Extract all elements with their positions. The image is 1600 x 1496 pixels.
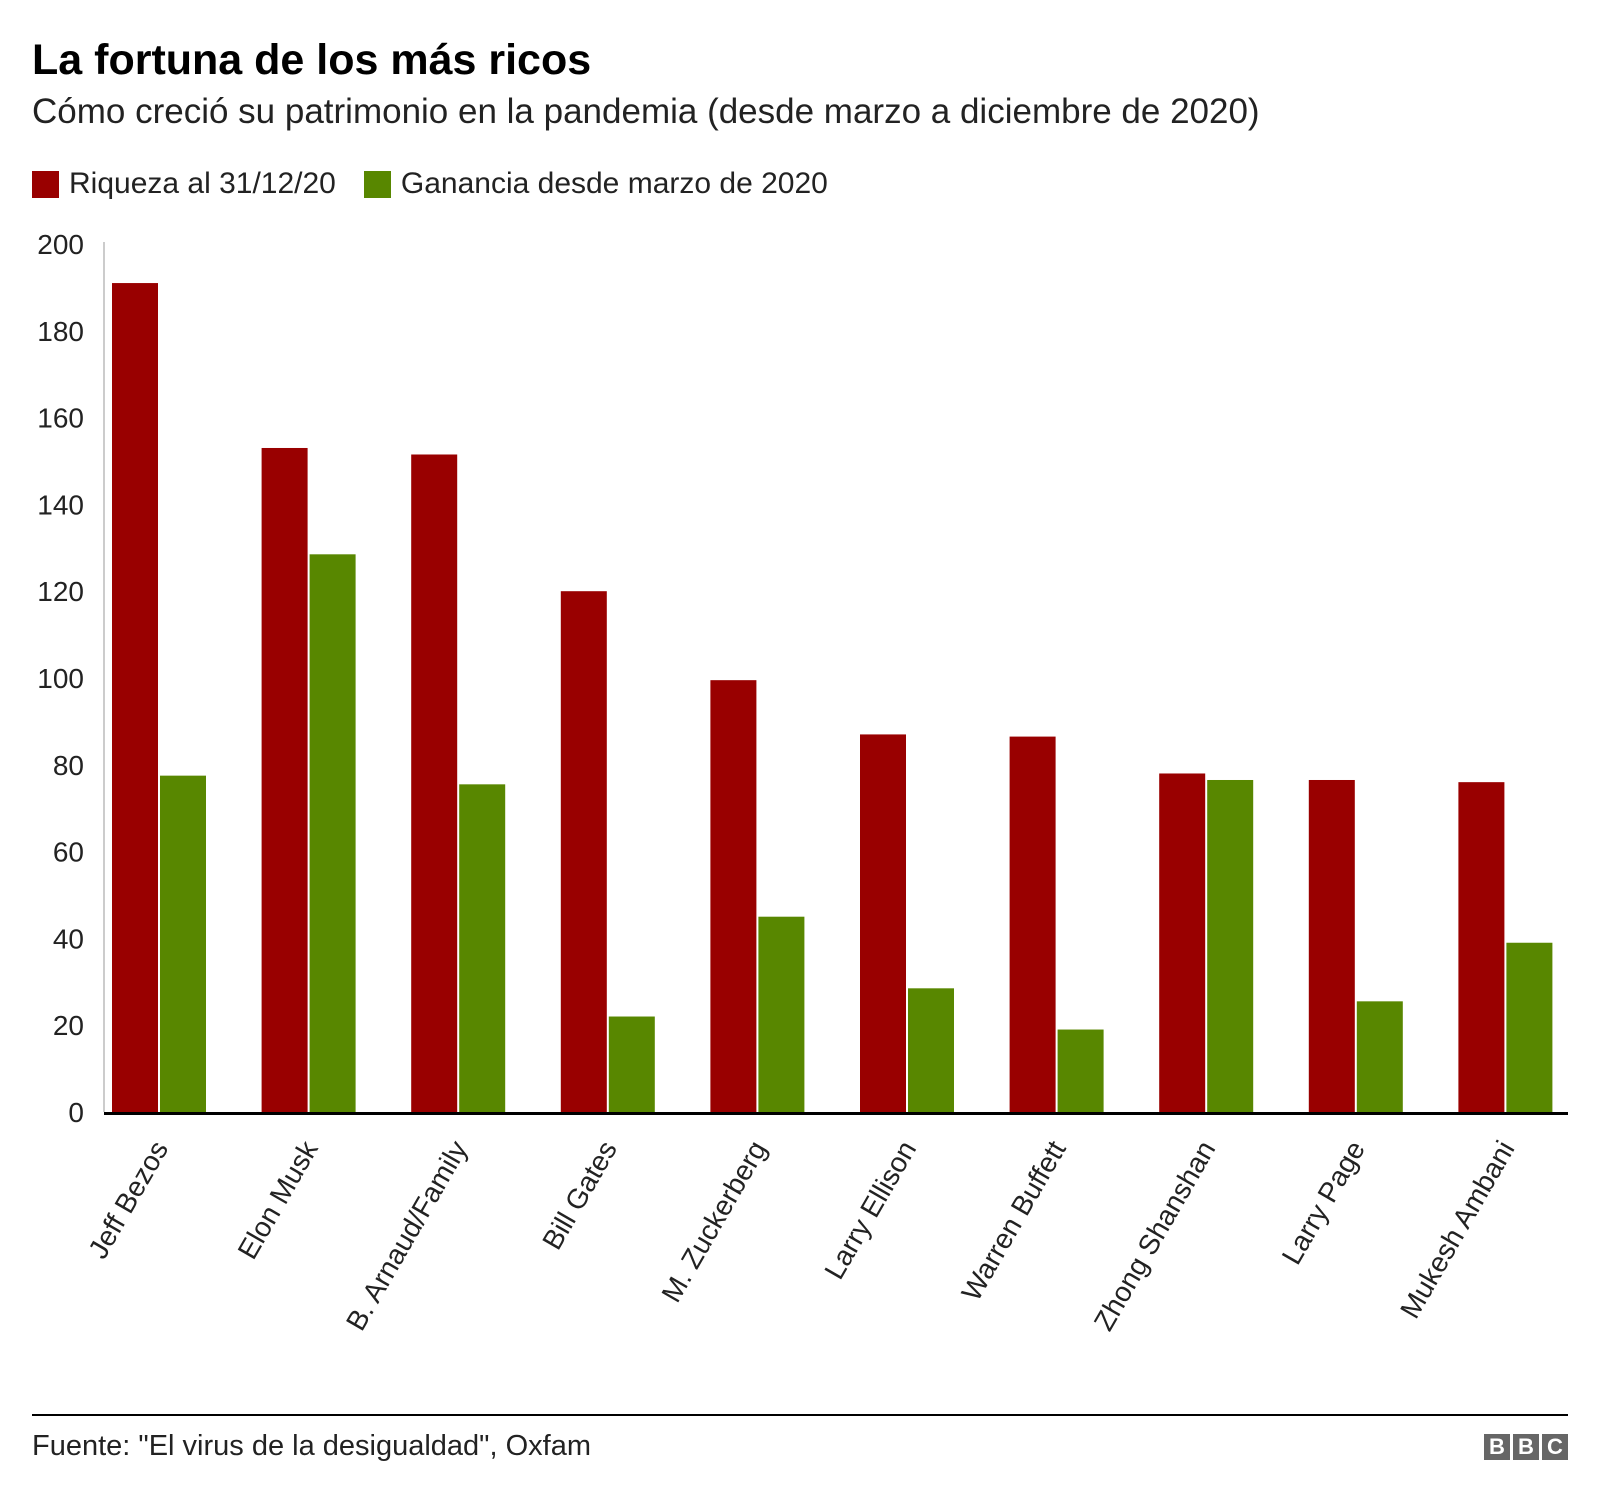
y-axis: 0 20 40 60 80 100 120 140 160 180 200 [37, 229, 105, 1128]
bar-wealth [112, 283, 158, 1112]
legend-label-gain: Ganancia desde marzo de 2020 [400, 167, 828, 200]
y-tick-label: 140 [37, 489, 84, 520]
legend-swatch-wealth [32, 170, 59, 198]
bar-gain [1057, 1029, 1104, 1112]
y-tick-label: 160 [37, 403, 84, 434]
x-tick-label: Elon Musk [232, 1135, 325, 1265]
y-tick-label: 0 [68, 1097, 84, 1128]
bar-gain [1207, 779, 1254, 1112]
y-tick-label: 120 [37, 576, 84, 607]
y-tick-label: 100 [37, 663, 84, 694]
x-axis: Jeff Bezos Elon Musk B. Arnaud/Family Bill … [82, 1112, 1568, 1336]
bar-wealth [1458, 782, 1505, 1112]
x-tick-label: Warren Buffett [955, 1135, 1071, 1306]
x-tick-label: Larry Ellison [818, 1136, 922, 1285]
bar-wealth [860, 734, 906, 1112]
bar-wealth [1159, 773, 1206, 1112]
legend-item-wealth: Riqueza al 31/12/20 [32, 167, 336, 201]
chart-subtitle: Cómo creció su patrimonio en la pandemia… [32, 92, 1260, 131]
x-tick-label: M. Zuckerberg [655, 1136, 772, 1308]
bar-gain [908, 988, 954, 1112]
logo-letter: B [1484, 1434, 1510, 1460]
y-tick-label: 40 [53, 923, 84, 954]
legend-label-wealth: Riqueza al 31/12/20 [69, 167, 336, 200]
bar-gain [160, 775, 206, 1112]
legend-item-gain: Ganancia desde marzo de 2020 [363, 167, 828, 201]
x-tick-label: Jeff Bezos [82, 1136, 174, 1264]
bar-gain [608, 1016, 655, 1112]
x-tick-label: Mukesh Ambani [1394, 1136, 1520, 1324]
y-tick-label: 80 [53, 750, 84, 781]
bar-wealth [261, 447, 308, 1112]
y-tick-label: 180 [37, 316, 84, 347]
bar-wealth [1308, 779, 1355, 1112]
bar-gain [459, 784, 506, 1112]
bar-wealth [1009, 736, 1056, 1112]
bar-gain [1356, 1001, 1403, 1112]
bars [112, 283, 1553, 1112]
legend-swatch-gain [363, 170, 391, 198]
y-tick-label: 200 [37, 229, 84, 260]
bar-wealth [411, 454, 458, 1112]
chart-title: La fortuna de los más ricos [32, 36, 592, 84]
footer-divider [32, 1414, 1568, 1416]
x-tick-label: Larry Page [1276, 1136, 1371, 1270]
bar-gain [1506, 942, 1553, 1112]
bbc-logo: B B C [1484, 1434, 1568, 1460]
bar-wealth [560, 591, 607, 1112]
legend: Riqueza al 31/12/20 Ganancia desde marzo… [32, 164, 856, 204]
bar-gain [758, 916, 805, 1112]
x-tick-label: Bill Gates [536, 1136, 623, 1255]
y-tick-label: 60 [53, 837, 84, 868]
y-tick-label: 20 [53, 1010, 84, 1041]
bar-chart: 0 20 40 60 80 100 120 140 160 180 200 Jeff Bezos El… [37, 229, 1568, 1336]
x-tick-label: Zhong Shanshan [1088, 1136, 1221, 1336]
x-tick-label: B. Arnaud/Family [340, 1136, 473, 1336]
bar-wealth [710, 680, 757, 1112]
logo-letter: B [1513, 1434, 1539, 1460]
logo-letter: C [1542, 1434, 1568, 1460]
source-note: Fuente: "El virus de la desigualdad", Ox… [32, 1430, 591, 1462]
bar-gain [309, 554, 356, 1112]
